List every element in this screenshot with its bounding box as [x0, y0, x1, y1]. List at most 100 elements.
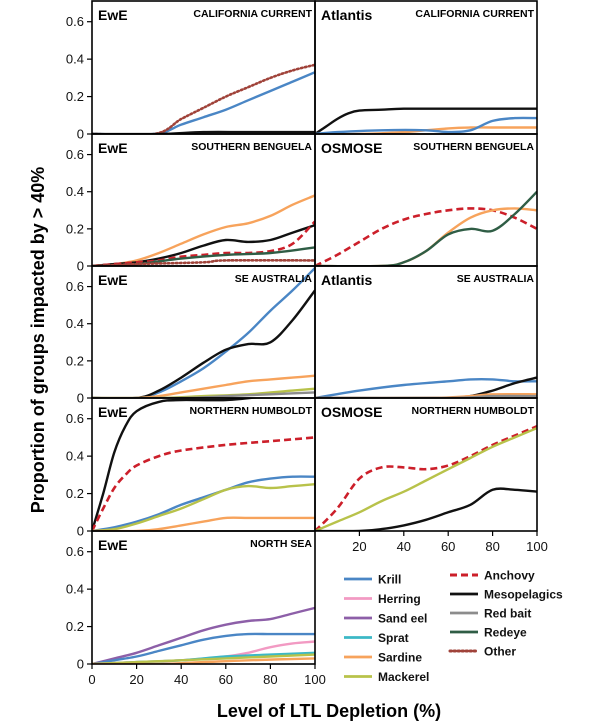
series-line-sardine [315, 392, 537, 398]
x-tick-label: 60 [219, 672, 233, 687]
y-tick-label: 0.2 [66, 619, 84, 634]
legend-label-sprat: Sprat [378, 631, 409, 645]
panel-model-label: Atlantis [321, 7, 373, 23]
y-tick-label: 0.2 [66, 353, 84, 368]
x-tick-label: 20 [352, 539, 366, 554]
legend-label-other: Other [484, 645, 516, 659]
series-line-herring [92, 640, 315, 664]
series-group [92, 194, 315, 266]
y-tick-label: 0.6 [66, 411, 84, 426]
panel-region-label: SOUTHERN BENGUELA [413, 141, 534, 153]
x-tick-label: 40 [397, 539, 411, 554]
y-tick-label: 0.2 [66, 89, 84, 104]
y-tick-label: 0.6 [66, 279, 84, 294]
series-line-sardine [315, 126, 537, 134]
panel-model-label: EwE [98, 404, 128, 420]
series-line-meso [92, 130, 315, 134]
legend-item-redeye: Redeye [450, 626, 527, 640]
panel-left-2: 0 0.2 0.4 0.6 EwE SOUTHERN BENGUELA [66, 133, 316, 274]
legend-label-redeye: Redeye [484, 626, 527, 640]
series-group [92, 606, 315, 664]
legend-item-redbait: Red bait [450, 607, 531, 621]
panel-region-label: SOUTHERN BENGUELA [191, 141, 312, 153]
y-tick-label: 0.4 [66, 449, 84, 464]
y-tick-label: 0.4 [66, 52, 84, 67]
y-tick-label: 0.6 [66, 147, 84, 162]
y-tick-label: 0 [77, 127, 84, 142]
series-line-mackerel [92, 653, 315, 664]
panel-left-1: 0 0.2 0.4 0.6 EwE CALIFORNIA CURRENT [66, 0, 316, 142]
series-group [92, 398, 315, 531]
legend-label-mackerel: Mackerel [378, 670, 429, 684]
series-line-krill [92, 475, 315, 531]
series-group [315, 425, 537, 531]
x-tick-label: 60 [441, 539, 455, 554]
series-line-sardine [315, 207, 537, 266]
x-axis-label: Level of LTL Depletion (%) [217, 701, 441, 721]
series-line-anchovy [315, 207, 537, 266]
legend-label-redbait: Red bait [484, 607, 531, 621]
series-line-anchovy [92, 436, 315, 531]
x-tick-label: 80 [263, 672, 277, 687]
x-tick-label: 100 [304, 672, 326, 687]
panel-model-label: EwE [98, 537, 128, 553]
series-line-anchovy [315, 425, 537, 531]
series-line-mackerel [92, 483, 315, 531]
series-group [315, 376, 537, 398]
series-line-meso [315, 107, 537, 134]
panel-frame [91, 530, 316, 665]
y-tick-label: 0 [77, 391, 84, 406]
y-tick-label: 0.4 [66, 316, 84, 331]
panel-region-label: CALIFORNIA CURRENT [415, 8, 534, 20]
legend-item-sandeel: Sand eel [344, 612, 427, 626]
y-tick-label: 0.6 [66, 14, 84, 29]
series-line-krill [92, 71, 315, 134]
x-tick-label: 20 [129, 672, 143, 687]
legend-item-meso: Mesopelagics [450, 588, 563, 602]
panel-right-3: Atlantis SE AUSTRALIA [314, 265, 538, 399]
series-group [315, 107, 537, 134]
series-line-mackerel [315, 426, 537, 531]
panel-model-label: EwE [98, 272, 128, 288]
panel-model-label: Atlantis [321, 272, 373, 288]
legend: Krill Herring Sand eel Sprat Sardine Mackerel… [344, 569, 563, 684]
y-tick-label: 0 [77, 259, 84, 274]
y-tick-label: 0.2 [66, 221, 84, 236]
x-tick-label: 0 [88, 672, 95, 687]
panel-left-4: 0 0.2 0.4 0.6 EwE NORTHERN HUMBOLDT [66, 397, 316, 539]
legend-label-meso: Mesopelagics [484, 588, 563, 602]
y-tick-label: 0 [77, 524, 84, 539]
panel-model-label: EwE [98, 7, 128, 23]
panel-region-label: SE AUSTRALIA [235, 273, 313, 285]
panel-frame [314, 397, 538, 532]
panel-region-label: NORTH SEA [250, 538, 312, 550]
panel-right-2: OSMOSE SOUTHERN BENGUELA [314, 133, 538, 267]
series-line-krill [92, 632, 315, 664]
legend-item-other: Other [448, 645, 516, 659]
series-line-redbait [92, 391, 315, 398]
series-line-redeye [315, 190, 537, 266]
panel-left-5: 0 0.2 0.4 0.6 0 20 40 60 80 100 EwE NORTH SEA [66, 530, 326, 687]
panel-model-label: EwE [98, 140, 128, 156]
legend-label-krill: Krill [378, 573, 401, 587]
y-tick-label: 0.4 [66, 184, 84, 199]
series-line-krill [315, 377, 537, 398]
legend-item-mackerel: Mackerel [344, 670, 429, 684]
panel-right-1: Atlantis CALIFORNIA CURRENT [314, 0, 538, 135]
legend-item-sprat: Sprat [344, 631, 409, 645]
x-tick-label: 80 [485, 539, 499, 554]
y-axis-label: Proportion of groups impacted by > 40% [28, 167, 48, 514]
series-line-krill [315, 116, 537, 134]
legend-item-krill: Krill [344, 573, 401, 587]
y-tick-label: 0.6 [66, 544, 84, 559]
series-line-other [92, 258, 315, 266]
legend-item-anchovy: Anchovy [450, 569, 535, 583]
legend-label-sardine: Sardine [378, 651, 422, 665]
x-tick-label: 100 [526, 539, 548, 554]
chart-panels: 0 0.2 0.4 0.6 EwE CALIFORNIA CURRENT Atlantis C… [66, 0, 548, 687]
y-tick-label: 0 [77, 657, 84, 672]
panel-right-4: 20 40 60 80 100 OSMOSE NORTHERN HUMBOLDT [314, 397, 548, 554]
panel-model-label: OSMOSE [321, 140, 382, 156]
y-tick-label: 0.4 [66, 582, 84, 597]
